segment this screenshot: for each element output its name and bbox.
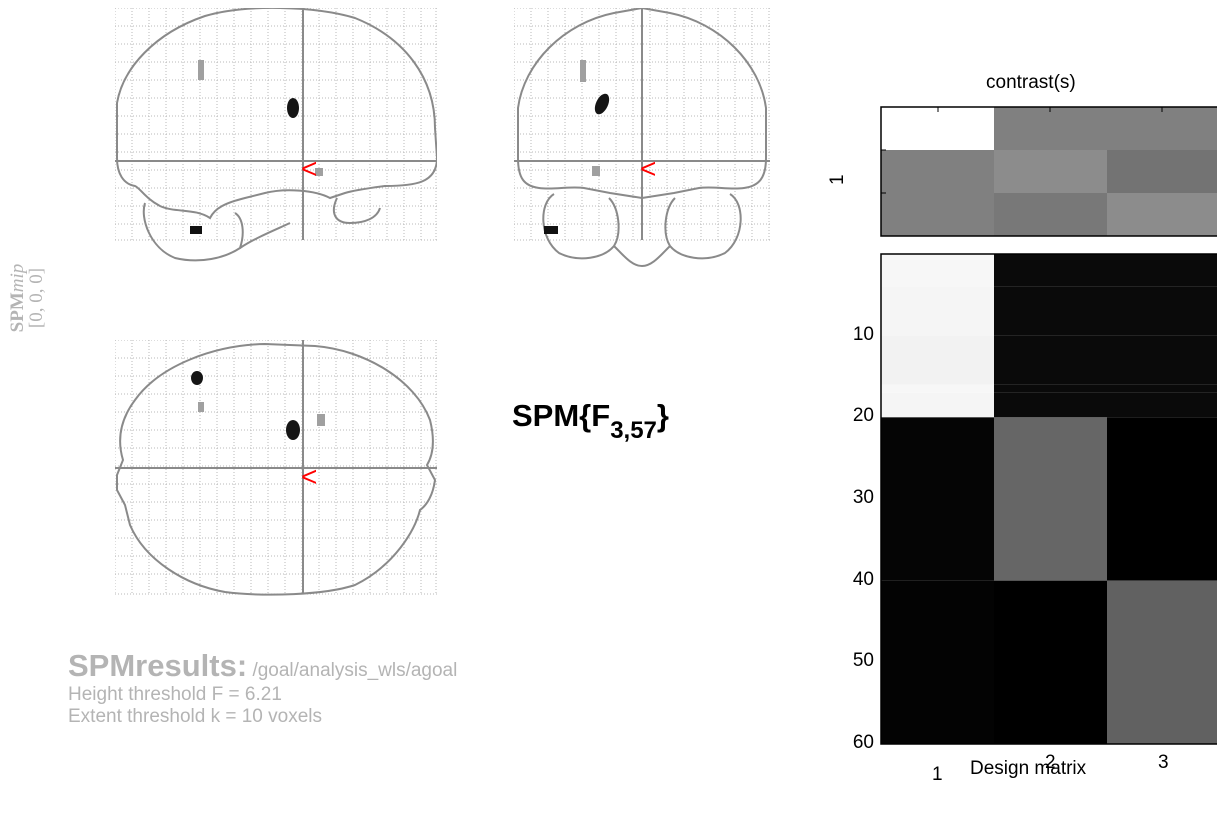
- design-matrix-cell: [881, 286, 994, 336]
- contrast-cell: [994, 193, 1107, 236]
- mip-axial-image: <: [115, 340, 437, 596]
- design-matrix-cell: [881, 417, 994, 581]
- contrast-cell: [881, 107, 994, 150]
- design-matrix-x-tick: 1: [932, 764, 943, 785]
- design-matrix-cell: [1107, 417, 1217, 581]
- design-matrix-cell: [994, 384, 1107, 393]
- design-matrix-cell: [881, 384, 994, 393]
- contrast-cell: [994, 150, 1107, 193]
- statistic-suffix: }: [656, 398, 669, 433]
- extent-threshold: Extent threshold k = 10 voxels: [68, 706, 323, 727]
- statistic-prefix: SPM{F: [512, 398, 611, 433]
- results-info: SPMresults: /goal/analysis_wls/agoal Hei…: [68, 648, 457, 728]
- statistic-title: SPM{F3,57}: [512, 398, 669, 444]
- statistic-df: 3,57: [610, 417, 657, 444]
- design-matrix-x-tick: 3: [1158, 752, 1169, 773]
- design-matrix-x-tick: 2: [1045, 752, 1056, 773]
- design-matrix-y-tick: 10: [852, 323, 874, 345]
- design-matrix-cell: [994, 417, 1107, 581]
- design-matrix-cell: [994, 254, 1107, 287]
- mip-coronal-image: <: [514, 8, 770, 268]
- design-matrix-cell: [994, 392, 1107, 418]
- design-matrix-cell: [994, 335, 1107, 385]
- design-matrix[interactable]: [880, 250, 1217, 750]
- mip-sagittal-image: <: [115, 8, 437, 262]
- design-matrix-cell: [1107, 580, 1217, 744]
- spmmip-coords: [0, 0, 0]: [26, 267, 47, 329]
- design-matrix-xlabel: Design matrix: [970, 758, 1087, 779]
- design-matrix-cell: [1107, 286, 1217, 336]
- design-matrix-y-tick: 20: [852, 405, 874, 427]
- mip-coronal-view[interactable]: <: [514, 8, 770, 272]
- design-matrix-y-tick: 50: [852, 650, 874, 672]
- spmmip-label-suffix: mip: [7, 263, 28, 293]
- contrast-title: contrast(s): [986, 72, 1076, 93]
- results-title: SPMresults:: [68, 648, 248, 683]
- design-matrix-cell: [1107, 335, 1217, 385]
- height-threshold: Height threshold F = 6.21: [68, 684, 282, 705]
- spmmip-label-main: SPM: [7, 292, 28, 333]
- mip-marker-axial: <: [301, 461, 317, 492]
- contrast-row-label: 1: [827, 174, 848, 185]
- design-matrix-cell: [881, 335, 994, 385]
- contrast-cell: [1107, 193, 1217, 236]
- mip-axial-view[interactable]: <: [115, 340, 437, 604]
- design-matrix-y-tick: 40: [852, 568, 874, 590]
- design-matrix-cell: [1107, 392, 1217, 418]
- design-matrix-cell: [881, 580, 994, 744]
- mip-sagittal-view[interactable]: <: [115, 8, 437, 272]
- spmmip-label: SPMmip [0, 0, 0]: [7, 238, 48, 358]
- results-path: /goal/analysis_wls/agoal: [247, 660, 458, 681]
- design-matrix-cell: [881, 254, 994, 287]
- mip-marker-coronal: <: [640, 153, 656, 184]
- contrast-cell: [1107, 107, 1217, 150]
- contrast-matrix[interactable]: [880, 100, 1217, 240]
- design-matrix-cell: [994, 580, 1107, 744]
- design-matrix-cell: [881, 392, 994, 418]
- mip-marker-sagittal: <: [301, 153, 317, 184]
- design-matrix-cell: [1107, 254, 1217, 287]
- contrast-cell: [881, 193, 994, 236]
- design-matrix-cell: [994, 286, 1107, 336]
- design-matrix-cell: [1107, 384, 1217, 393]
- design-matrix-y-tick: 60: [852, 732, 874, 753]
- contrast-cell: [881, 150, 994, 193]
- contrast-cell: [1107, 150, 1217, 193]
- design-matrix-frame: [880, 253, 1217, 745]
- design-matrix-y-tick: 30: [852, 487, 874, 508]
- contrast-cell: [994, 107, 1107, 150]
